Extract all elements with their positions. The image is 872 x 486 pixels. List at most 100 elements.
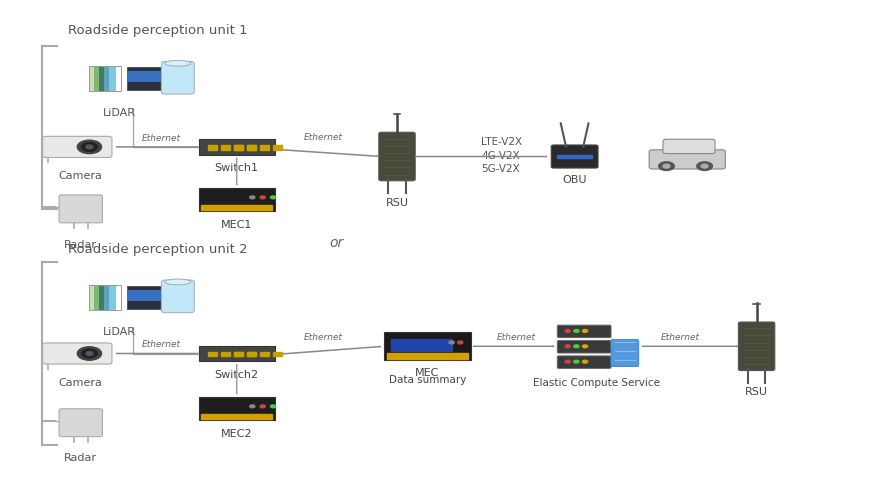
Text: 4G-V2X: 4G-V2X (481, 151, 520, 160)
FancyBboxPatch shape (59, 195, 102, 223)
Bar (234, 145, 242, 150)
FancyBboxPatch shape (557, 341, 611, 353)
Text: MEC: MEC (415, 368, 439, 378)
Text: Roadside perception unit 2: Roadside perception unit 2 (68, 243, 248, 256)
Circle shape (270, 405, 276, 408)
Circle shape (249, 405, 255, 408)
FancyBboxPatch shape (557, 325, 611, 338)
Text: Ethernet: Ethernet (497, 333, 536, 342)
FancyBboxPatch shape (551, 145, 598, 168)
Circle shape (701, 164, 708, 168)
Text: OBU: OBU (562, 175, 587, 185)
Circle shape (582, 330, 588, 332)
Bar (234, 351, 242, 356)
Bar (386, 353, 468, 359)
Polygon shape (94, 285, 101, 310)
Polygon shape (99, 66, 106, 91)
Bar (260, 145, 269, 150)
Bar (201, 205, 272, 210)
Circle shape (582, 360, 588, 363)
Polygon shape (109, 66, 116, 91)
FancyBboxPatch shape (663, 139, 715, 154)
Text: Ethernet: Ethernet (661, 333, 700, 342)
Text: Roadside perception unit 1: Roadside perception unit 1 (68, 24, 248, 37)
FancyBboxPatch shape (199, 139, 275, 155)
FancyBboxPatch shape (126, 286, 161, 309)
FancyBboxPatch shape (378, 132, 415, 181)
Text: Ethernet: Ethernet (303, 133, 343, 142)
Bar (247, 145, 255, 150)
Text: 5G-V2X: 5G-V2X (481, 164, 520, 174)
Bar (221, 351, 230, 356)
FancyBboxPatch shape (126, 67, 161, 90)
Text: LiDAR: LiDAR (103, 327, 136, 337)
Bar (391, 339, 452, 351)
Text: LiDAR: LiDAR (103, 108, 136, 119)
Bar (247, 351, 255, 356)
Circle shape (658, 162, 674, 171)
Circle shape (663, 164, 670, 168)
Ellipse shape (165, 60, 191, 66)
Text: Switch1: Switch1 (215, 163, 259, 173)
FancyBboxPatch shape (43, 137, 112, 157)
Circle shape (260, 405, 265, 408)
Text: RSU: RSU (745, 387, 768, 398)
Polygon shape (104, 66, 111, 91)
FancyBboxPatch shape (161, 280, 194, 312)
Text: Data summary: Data summary (389, 375, 466, 384)
Text: Ethernet: Ethernet (303, 333, 343, 342)
Text: Ethernet: Ethernet (142, 134, 181, 143)
Text: Switch2: Switch2 (215, 370, 259, 380)
Circle shape (565, 345, 570, 348)
Polygon shape (99, 285, 106, 310)
Bar (208, 351, 217, 356)
Circle shape (78, 140, 101, 154)
Circle shape (249, 196, 255, 199)
Bar (247, 351, 255, 356)
Circle shape (86, 145, 93, 149)
FancyBboxPatch shape (199, 346, 275, 361)
Circle shape (449, 341, 454, 344)
Polygon shape (104, 285, 111, 310)
Bar (221, 145, 230, 150)
Text: or: or (330, 236, 344, 250)
Text: LTE-V2X: LTE-V2X (481, 137, 522, 147)
Bar (208, 145, 217, 150)
FancyBboxPatch shape (611, 340, 639, 366)
Text: Camera: Camera (58, 378, 103, 387)
Text: Elastic Compute Service: Elastic Compute Service (533, 378, 660, 387)
Text: Radar: Radar (65, 240, 98, 250)
Circle shape (82, 349, 97, 358)
Polygon shape (90, 66, 96, 91)
Circle shape (270, 196, 276, 199)
Circle shape (458, 341, 463, 344)
Circle shape (582, 345, 588, 348)
FancyBboxPatch shape (557, 356, 611, 368)
Text: Camera: Camera (58, 171, 103, 181)
Text: RSU: RSU (385, 198, 408, 208)
Circle shape (574, 360, 579, 363)
FancyBboxPatch shape (199, 188, 275, 211)
FancyBboxPatch shape (199, 397, 275, 420)
Polygon shape (90, 285, 96, 310)
Text: MEC1: MEC1 (221, 220, 252, 230)
Text: Radar: Radar (65, 453, 98, 464)
Bar (260, 351, 269, 356)
FancyBboxPatch shape (384, 332, 471, 360)
Bar (273, 145, 282, 150)
Bar (557, 155, 592, 158)
Bar (273, 351, 282, 356)
FancyBboxPatch shape (161, 61, 194, 94)
Text: MEC2: MEC2 (221, 429, 253, 439)
Circle shape (574, 330, 579, 332)
Ellipse shape (165, 279, 191, 285)
FancyBboxPatch shape (59, 409, 102, 436)
Circle shape (565, 360, 570, 363)
Bar (234, 145, 242, 150)
Text: Ethernet: Ethernet (142, 340, 181, 349)
Circle shape (697, 162, 712, 171)
Polygon shape (94, 66, 101, 91)
Circle shape (565, 330, 570, 332)
Bar (234, 351, 242, 356)
FancyBboxPatch shape (649, 150, 726, 169)
